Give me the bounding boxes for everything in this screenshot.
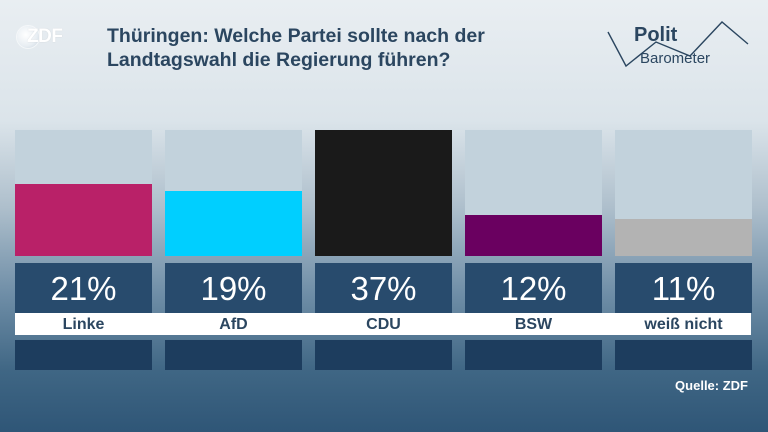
brand-polit: Polit (634, 24, 678, 46)
lower-box (615, 340, 752, 370)
bar-track (15, 130, 152, 256)
bar-track (315, 130, 452, 256)
bar (615, 219, 752, 256)
bar (465, 215, 602, 256)
value-label: 21% (15, 263, 152, 313)
value-label: 37% (315, 263, 452, 313)
category-label: Linke (62, 316, 105, 333)
zdf-eye-icon (17, 26, 39, 48)
zdf-logo: ZDF (17, 26, 63, 48)
bar (165, 191, 302, 256)
value-label: 19% (165, 263, 302, 313)
lower-box (465, 340, 602, 370)
bar (315, 130, 452, 256)
source-note: Quelle: ZDF (675, 378, 748, 393)
category-label: weiß nicht (644, 316, 723, 333)
brand-barometer: Barometer (640, 50, 711, 67)
lower-box (165, 340, 302, 370)
value-label: 12% (465, 263, 602, 313)
politbarometer-logo: Polit Barometer (598, 14, 758, 80)
lower-box (15, 340, 152, 370)
value-label: 11% (615, 263, 752, 313)
politbarometer-graph-icon (607, 21, 749, 68)
bar-track (615, 130, 752, 256)
zdf-wordmark: ZDF (27, 26, 63, 47)
chart-title: Thüringen: Welche Partei sollte nach der… (107, 24, 577, 72)
category-label: CDU (366, 316, 401, 333)
title-line-2: Landtagswahl die Regierung führen? (107, 49, 451, 71)
category-label-strip (15, 313, 751, 335)
title-line-1: Thüringen: Welche Partei sollte nach der (107, 25, 485, 47)
bar-track (165, 130, 302, 256)
bar-track (465, 130, 602, 256)
category-label: BSW (514, 316, 553, 333)
category-label: AfD (219, 316, 248, 333)
bar (15, 184, 152, 256)
lower-box (315, 340, 452, 370)
